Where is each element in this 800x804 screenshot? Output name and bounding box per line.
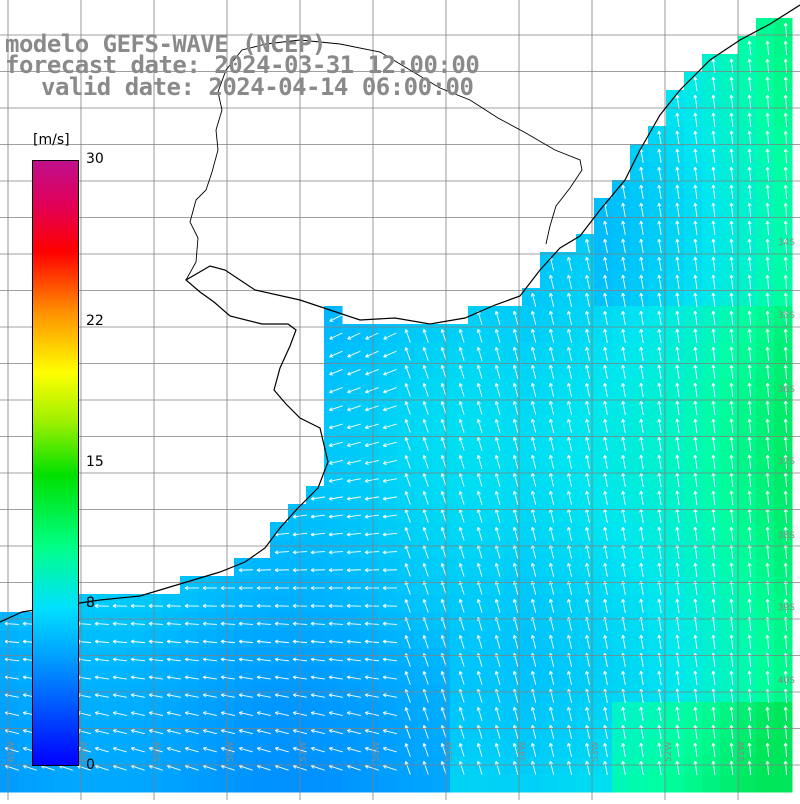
lon-label: 61W (7, 742, 17, 762)
title-valid-date: valid date: 2024-04-14 06:00:00 (41, 75, 473, 99)
colorbar-units: [m/s] (30, 131, 73, 149)
lat-label: 40S (778, 676, 795, 686)
lon-label: 53W (591, 742, 601, 762)
lon-label: 59W (153, 742, 163, 762)
lat-label: 39S (778, 603, 795, 613)
lon-label: 57W (299, 742, 309, 762)
lon-label: 52W (664, 742, 674, 762)
lat-label: 38S (778, 531, 795, 541)
lon-label: 54W (518, 742, 528, 762)
lon-label: 51W (737, 742, 747, 762)
colorbar-tick-label: 22 (86, 313, 104, 329)
lon-label: 55W (445, 742, 455, 762)
colorbar-tick-label: 15 (86, 454, 104, 470)
lat-label: 34S (778, 238, 795, 248)
lat-label: 35S (778, 311, 795, 321)
colorbar-tick-label: 8 (86, 595, 95, 611)
colorbar-tick-label: 0 (86, 757, 95, 773)
colorbar-tick-label: 30 (86, 151, 104, 167)
wind-speed-field (0, 18, 793, 793)
lat-label: 37S (778, 457, 795, 467)
lat-label: 36S (778, 385, 795, 395)
lon-label: 56W (372, 742, 382, 762)
lon-label: 58W (226, 742, 236, 762)
colorbar (32, 160, 79, 766)
